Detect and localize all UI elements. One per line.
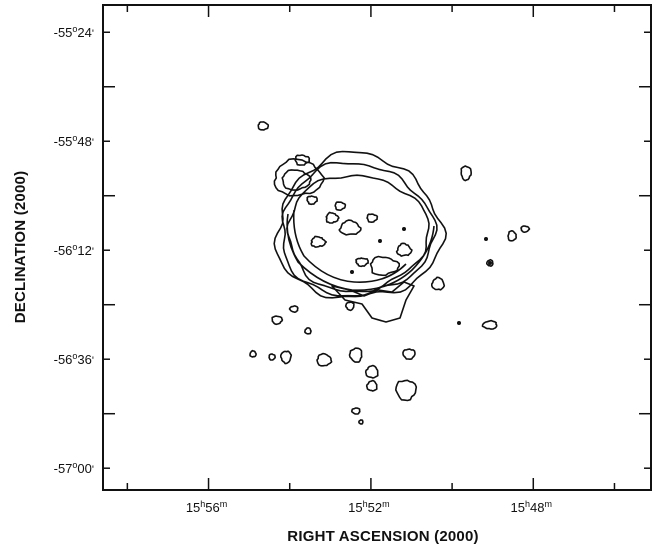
y-tick-label: -55o24' xyxy=(54,24,94,40)
axis-ticks xyxy=(103,5,651,490)
contour-ne-rim xyxy=(273,158,326,197)
contour-isolated xyxy=(520,225,531,233)
contour-interior xyxy=(395,242,413,257)
contour-isolated xyxy=(486,258,494,267)
contour-dot xyxy=(488,261,492,265)
contour-level-2 xyxy=(281,161,438,297)
contour-isolated xyxy=(304,327,312,335)
contour-isolated xyxy=(358,419,364,425)
contour-isolated xyxy=(402,348,416,360)
x-tick-label: 15h48m xyxy=(511,499,552,515)
contour-isolated xyxy=(271,315,284,326)
contour-ne-rim-inner xyxy=(281,169,312,191)
contour-interior xyxy=(355,257,369,268)
contour-dot xyxy=(402,227,406,231)
plot-frame xyxy=(102,4,652,491)
contour-isolated xyxy=(395,379,418,402)
y-axis-title: DECLINATION (2000) xyxy=(12,171,29,324)
contour-isolated xyxy=(257,121,270,131)
contour-isolated xyxy=(348,347,363,363)
contour-isolated xyxy=(431,276,446,291)
contour-east-arc-inner xyxy=(292,209,407,283)
x-tick-label: 15h52m xyxy=(348,499,389,515)
contour-isolated xyxy=(316,352,333,367)
contour-south-lobe xyxy=(331,281,415,323)
contour-isolated xyxy=(344,301,355,312)
y-tick-labels: -55o24' -55o48' -56o12' -56o36' -57o00' xyxy=(54,24,94,476)
contour-isolated xyxy=(364,364,379,379)
x-axis-title: RIGHT ASCENSION (2000) xyxy=(287,528,478,545)
contour-interior xyxy=(366,213,379,223)
contour-lines xyxy=(249,121,531,425)
y-tick-label: -56o12' xyxy=(54,242,94,258)
y-tick-label: -56o36' xyxy=(54,351,94,367)
contour-interior xyxy=(369,255,400,277)
contour-interior xyxy=(338,219,362,236)
contour-interior xyxy=(306,195,318,206)
contour-isolated xyxy=(268,353,276,361)
contour-dot xyxy=(378,239,382,243)
y-tick-label: -55o48' xyxy=(54,133,94,149)
contour-isolated xyxy=(280,350,293,365)
contour-dot xyxy=(457,321,461,325)
contour-isolated xyxy=(350,407,361,415)
contour-isolated xyxy=(460,165,472,182)
contour-interior xyxy=(334,201,347,211)
x-tick-label: 15h56m xyxy=(186,499,227,515)
contour-isolated xyxy=(365,379,378,392)
contour-isolated xyxy=(507,230,517,242)
contour-dot xyxy=(484,237,488,241)
contour-isolated xyxy=(481,319,498,330)
x-tick-labels: 15h56m 15h52m 15h48m xyxy=(186,499,552,515)
y-tick-label: -57o00' xyxy=(54,460,94,476)
contour-isolated xyxy=(288,305,299,313)
contour-isolated xyxy=(249,349,257,358)
contour-dot xyxy=(350,270,354,274)
contour-interior xyxy=(310,235,327,248)
contour-east-arc xyxy=(286,213,435,291)
contour-interior xyxy=(325,211,340,224)
contour-outer xyxy=(273,150,447,299)
contour-ne-peak xyxy=(294,154,311,166)
